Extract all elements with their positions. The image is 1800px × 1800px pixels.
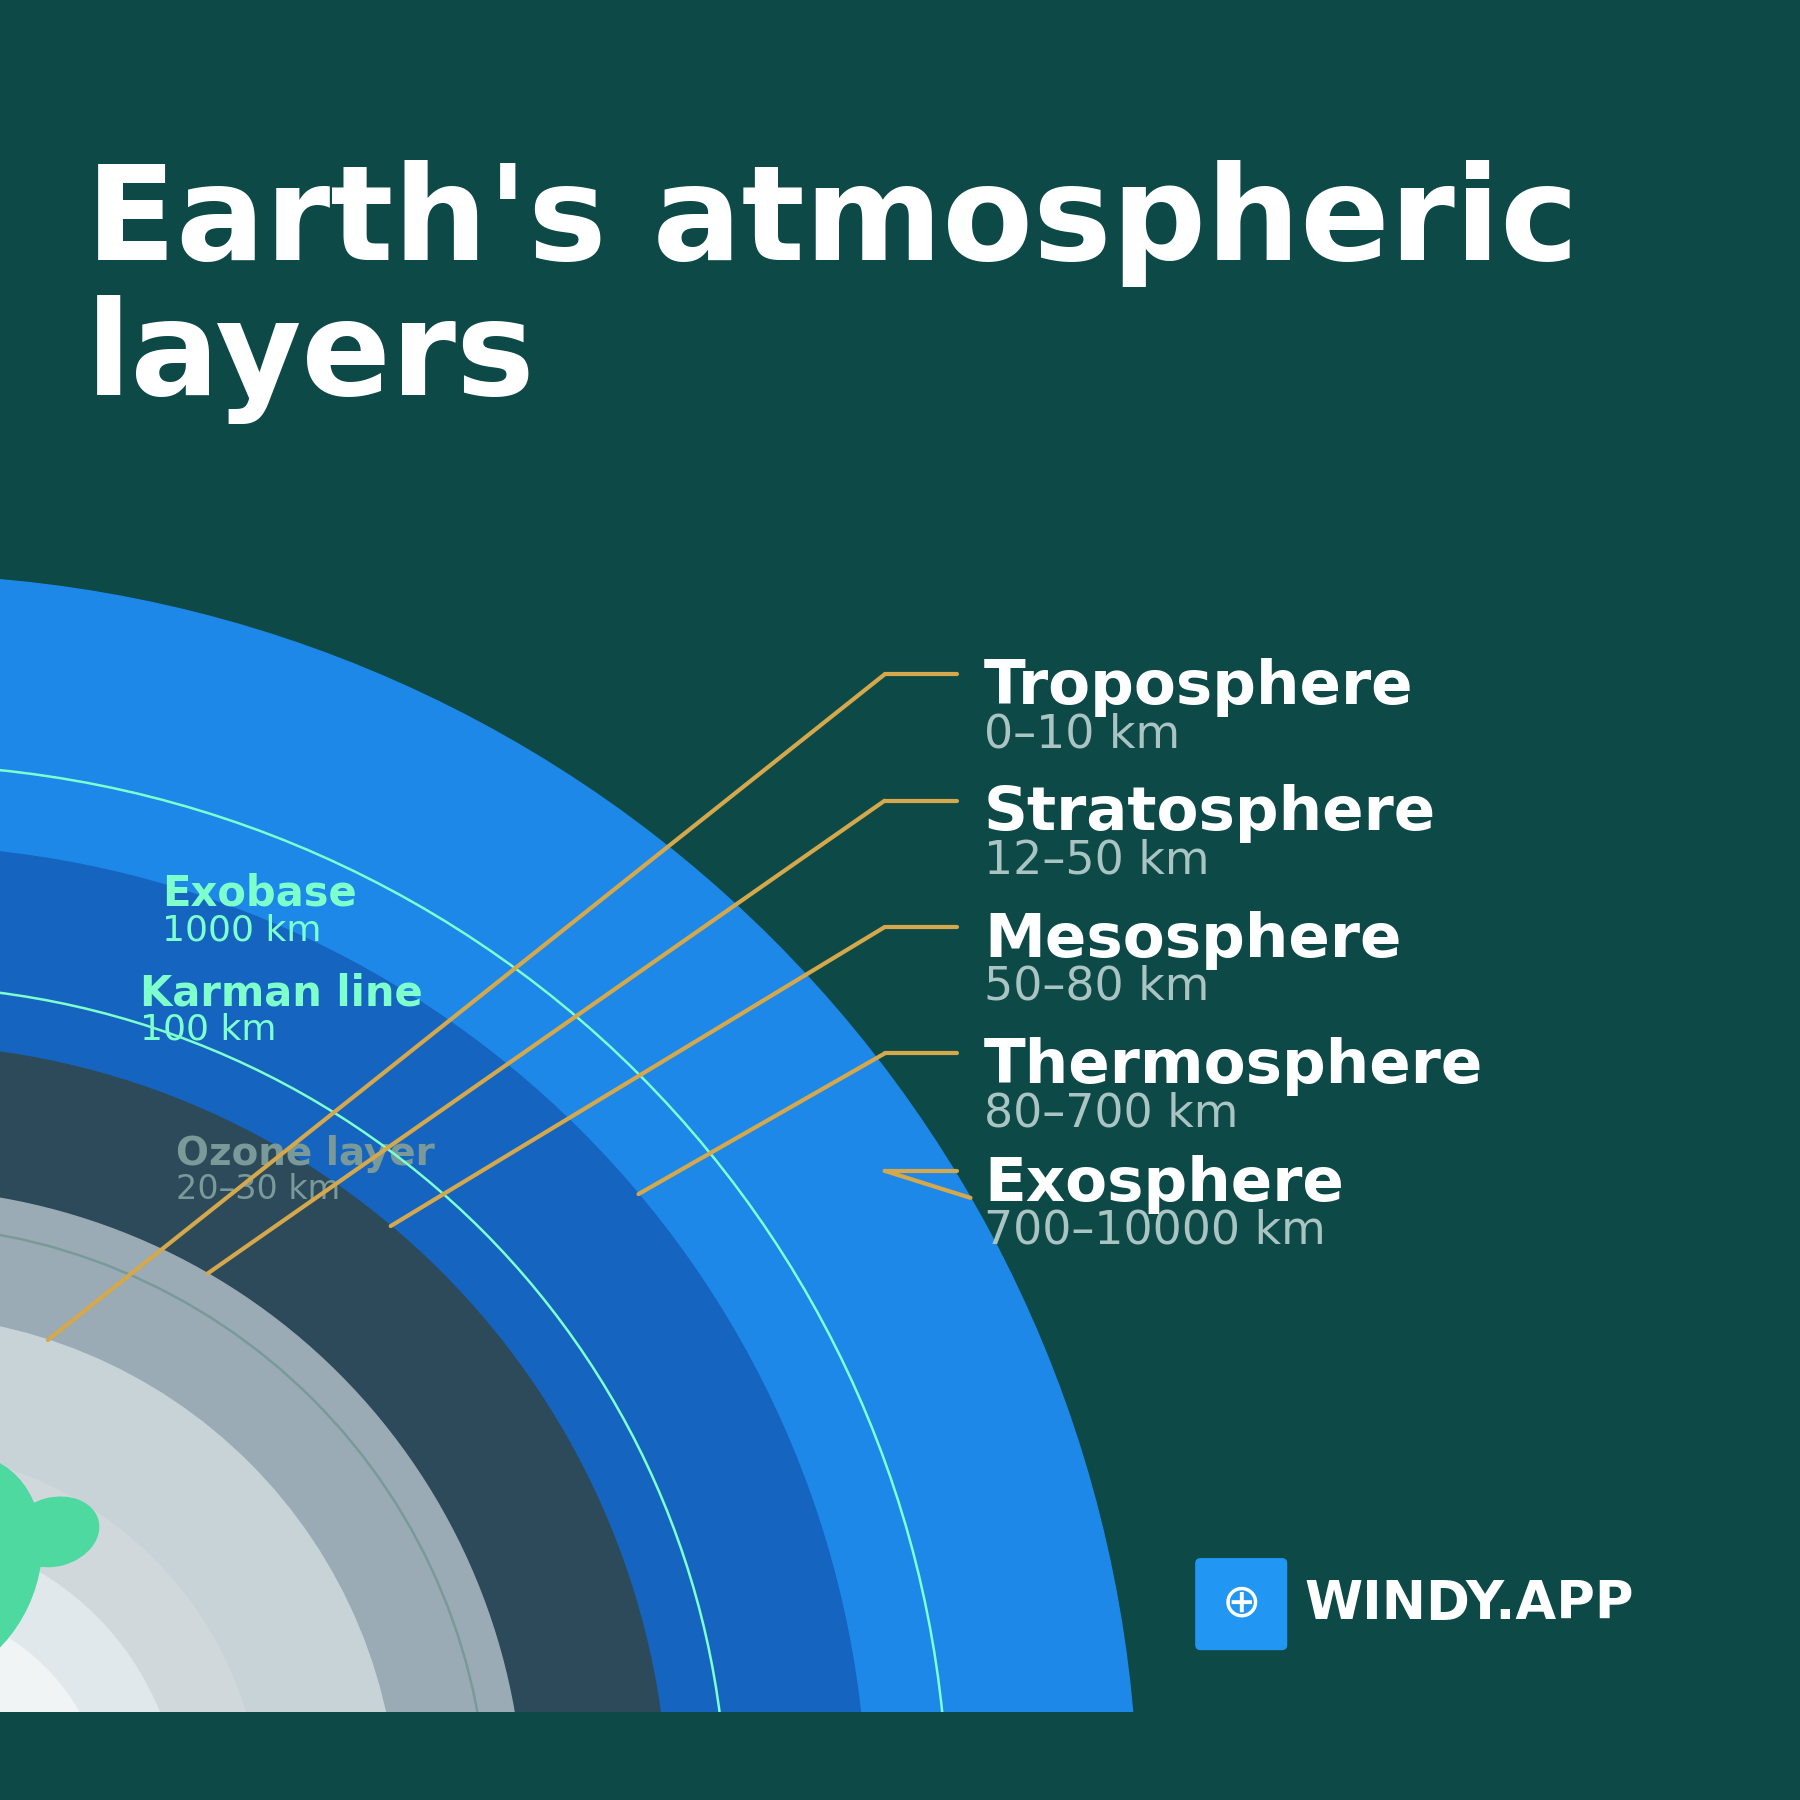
Text: 12–50 km: 12–50 km [985, 839, 1210, 884]
Text: ⊕: ⊕ [1222, 1582, 1262, 1627]
Text: Exosphere: Exosphere [985, 1154, 1345, 1213]
Text: Exobase: Exobase [162, 873, 356, 914]
Text: 80–700 km: 80–700 km [985, 1091, 1238, 1136]
Text: WINDY.APP: WINDY.APP [1305, 1579, 1634, 1631]
Text: 100 km: 100 km [140, 1013, 277, 1048]
Text: Stratosphere: Stratosphere [985, 785, 1436, 844]
Circle shape [0, 1316, 398, 1800]
Text: 0–10 km: 0–10 km [985, 713, 1181, 758]
Circle shape [0, 1451, 261, 1800]
Ellipse shape [9, 1498, 99, 1566]
Text: Thermosphere: Thermosphere [985, 1037, 1483, 1096]
Text: Earth's atmospheric: Earth's atmospheric [86, 160, 1579, 286]
Circle shape [0, 1532, 180, 1800]
Text: 20–30 km: 20–30 km [176, 1172, 340, 1206]
Circle shape [0, 846, 866, 1800]
Text: Mesosphere: Mesosphere [985, 911, 1402, 970]
Text: layers: layers [86, 295, 535, 425]
Text: Troposphere: Troposphere [985, 659, 1413, 716]
FancyBboxPatch shape [1195, 1559, 1287, 1651]
Text: Ozone layer: Ozone layer [176, 1134, 436, 1174]
Circle shape [0, 1604, 108, 1800]
Text: Karman line: Karman line [140, 972, 423, 1013]
Text: 1000 km: 1000 km [162, 914, 322, 947]
Text: 700–10000 km: 700–10000 km [985, 1210, 1325, 1255]
Circle shape [0, 1188, 524, 1800]
Text: 50–80 km: 50–80 km [985, 965, 1210, 1010]
Circle shape [0, 1044, 668, 1800]
Ellipse shape [0, 1454, 41, 1681]
Circle shape [0, 574, 1138, 1800]
